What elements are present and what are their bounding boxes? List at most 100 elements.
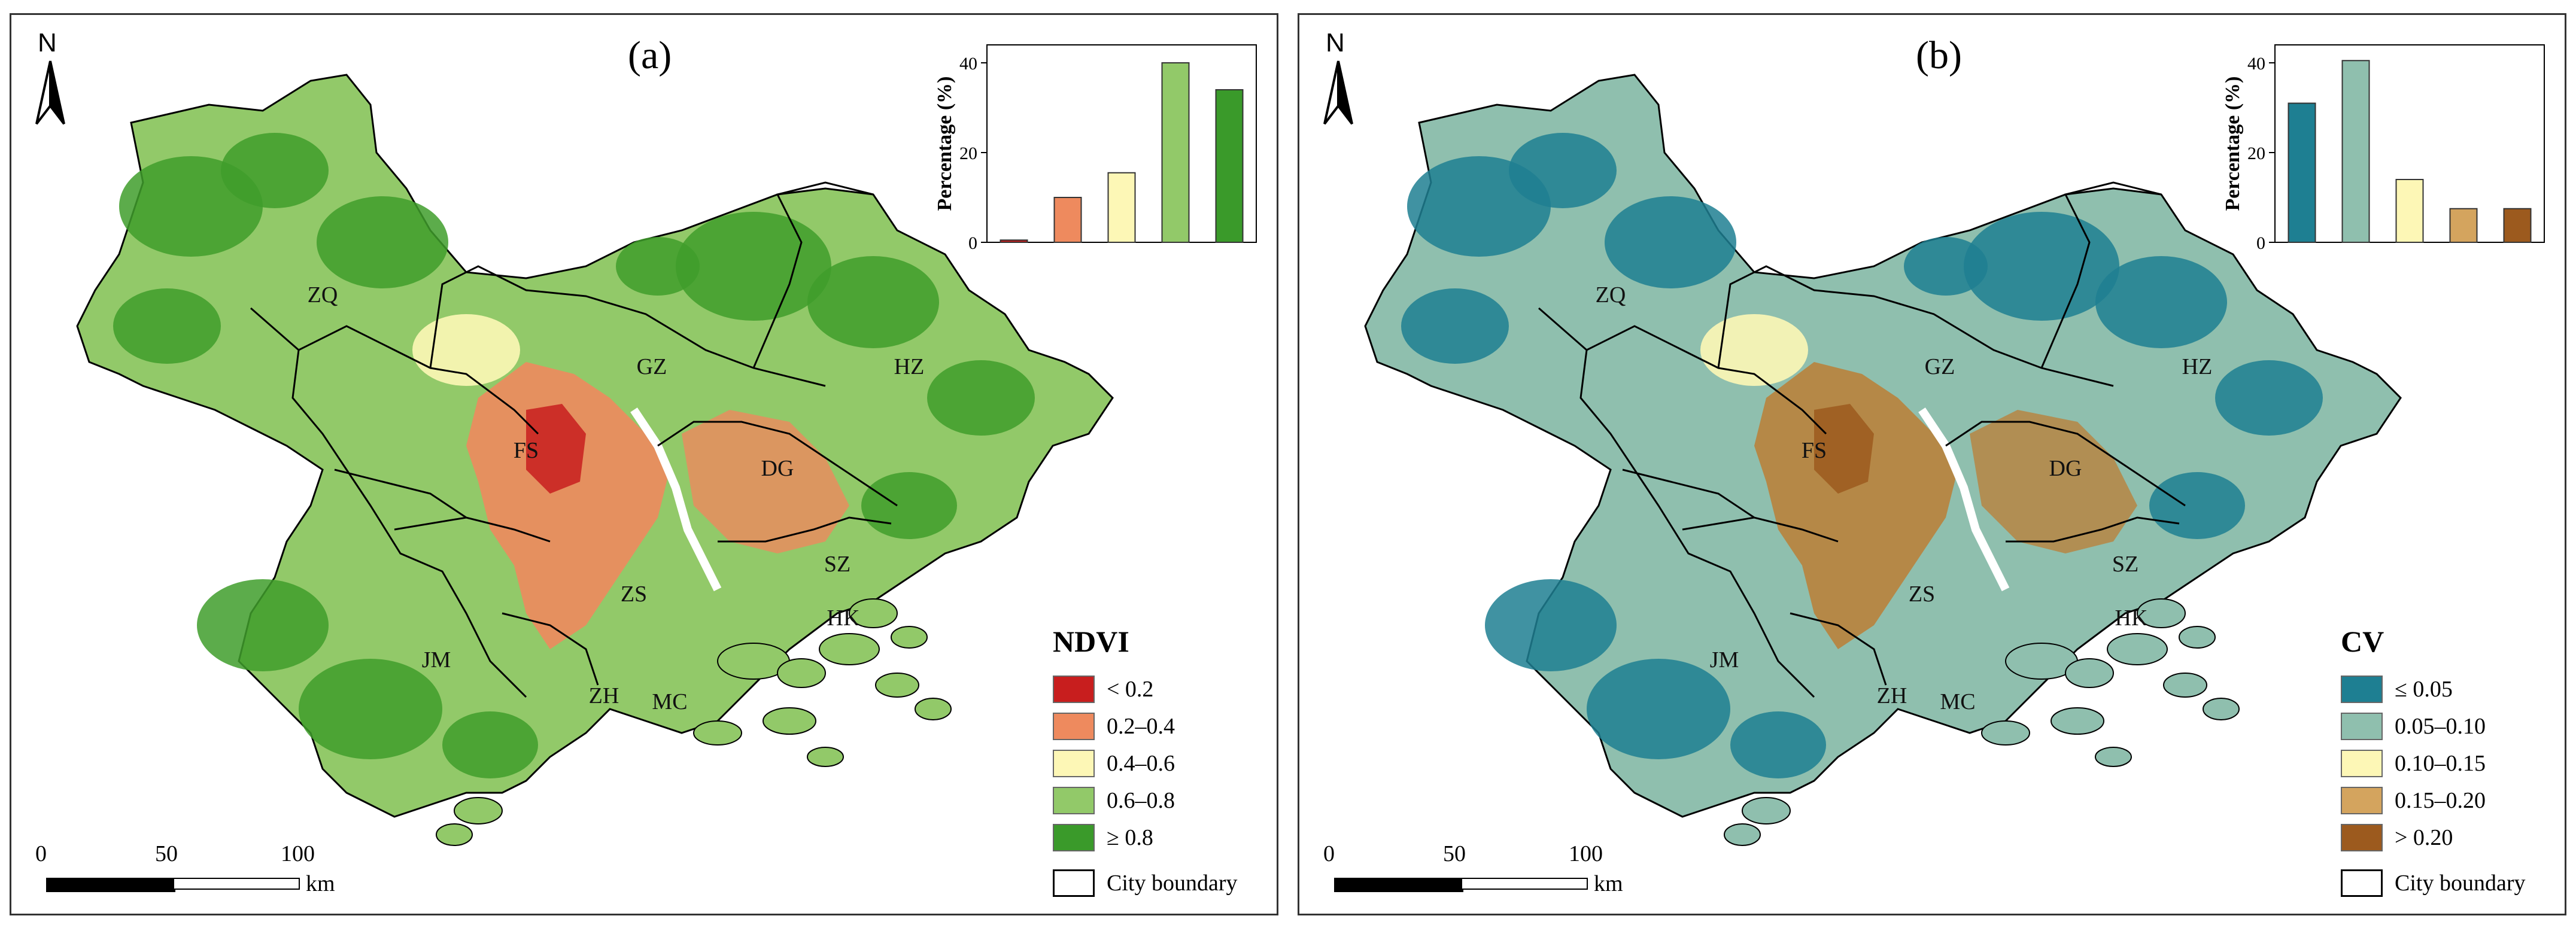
north-label: N xyxy=(1326,28,1345,57)
inset-bar-chart-b: Percentage (%) 0 20 40 xyxy=(2221,33,2556,260)
island xyxy=(819,633,880,665)
island xyxy=(915,698,952,720)
city-label-zq: ZQ xyxy=(308,282,338,308)
scale-tick: 50 xyxy=(1443,841,1466,866)
pearl-river-estuary xyxy=(630,407,722,592)
vegetation-patch xyxy=(1605,196,1736,288)
island xyxy=(1981,720,2030,746)
island xyxy=(693,720,742,746)
boundary-swatch xyxy=(1053,869,1095,897)
city-label-hk: HK xyxy=(827,606,860,631)
legend-item: > 0.20 xyxy=(2341,819,2556,856)
legend-swatch xyxy=(1053,787,1095,814)
scale-tick: 0 xyxy=(1323,841,1335,866)
legend-label: 0.05–0.10 xyxy=(2395,714,2486,739)
legend-item: 0.2–0.4 xyxy=(1053,708,1268,745)
vegetation-patch xyxy=(1509,133,1617,208)
legend-item: 0.15–0.20 xyxy=(2341,782,2556,819)
legend-title: NDVI xyxy=(1053,625,1129,658)
island xyxy=(807,747,844,767)
scale-segment-black xyxy=(1334,878,1463,892)
city-label-jm: JM xyxy=(422,647,451,673)
legend-swatch xyxy=(1053,824,1095,851)
legend-a: NDVI < 0.2 0.2–0.4 0.4–0.6 0.6–0.8 ≥ 0.8 Cit… xyxy=(1053,624,1268,902)
vegetation-patch xyxy=(197,579,329,671)
city-label-zq: ZQ xyxy=(1596,282,1626,308)
north-arrow-icon: N xyxy=(1317,28,1359,130)
city-label-hk: HK xyxy=(2115,606,2148,631)
city-label-gz: GZ xyxy=(1925,354,1955,379)
legend-label: 0.10–0.15 xyxy=(2395,751,2486,776)
legend-swatch xyxy=(2341,713,2383,740)
legend-label: 0.4–0.6 xyxy=(1107,751,1175,776)
scale-tick: 50 xyxy=(155,841,178,866)
legend-item: 0.4–0.6 xyxy=(1053,745,1268,782)
legend-label: 0.15–0.20 xyxy=(2395,788,2486,813)
scale-segment-white xyxy=(1461,878,1588,890)
bar-4 xyxy=(1161,62,1190,243)
cv-map: ZQ GZ HZ FS DG SZ ZS HK JM ZH MC xyxy=(1364,74,2402,846)
map-panel-a: (a) N ZQ GZ HZ FS DG SZ ZS HK JM ZH MC Percentage … xyxy=(10,13,1278,915)
city-label-dg: DG xyxy=(2049,456,2082,481)
legend-label: < 0.2 xyxy=(1107,677,1154,702)
city-label-gz: GZ xyxy=(637,354,667,379)
scale-segment-black xyxy=(46,878,175,892)
city-label-sz: SZ xyxy=(824,552,850,577)
city-label-jm: JM xyxy=(1710,647,1739,673)
legend-city-boundary: City boundary xyxy=(1053,865,1268,902)
map-panel-b: (b) N ZQ GZ HZ FS DG SZ ZS HK JM ZH MC Percentage … xyxy=(1298,13,2566,915)
bar-5 xyxy=(1215,89,1244,243)
city-label-fs: FS xyxy=(1802,438,1827,463)
legend-swatch xyxy=(1053,713,1095,740)
vegetation-patch xyxy=(861,472,957,539)
island xyxy=(436,823,473,846)
legend-label: ≥ 0.8 xyxy=(1107,825,1153,850)
y-tick-label: 40 xyxy=(959,54,977,74)
legend-item: ≤ 0.05 xyxy=(2341,671,2556,708)
scale-tick: 0 xyxy=(35,841,47,866)
y-axis-label: Percentage (%) xyxy=(2222,77,2244,211)
legend-item: 0.6–0.8 xyxy=(1053,782,1268,819)
island xyxy=(1742,797,1791,824)
city-label-zs: ZS xyxy=(1909,582,1935,607)
legend-swatch xyxy=(2341,676,2383,703)
island xyxy=(849,598,898,628)
legend-label: ≤ 0.05 xyxy=(2395,677,2453,702)
vegetation-patch xyxy=(113,288,221,364)
bar-3 xyxy=(2395,179,2424,243)
city-label-zs: ZS xyxy=(621,582,647,607)
legend-label: City boundary xyxy=(1107,871,1238,896)
scale-bar: 0 50 100 km xyxy=(1323,841,1635,906)
vegetation-patch xyxy=(2095,256,2227,348)
region-fill xyxy=(76,74,1114,846)
island xyxy=(2051,707,2104,735)
y-tick-label: 20 xyxy=(2247,144,2265,163)
city-label-mc: MC xyxy=(652,689,687,714)
island xyxy=(2107,633,2168,665)
bar-4 xyxy=(2449,208,2478,243)
legend-swatch xyxy=(2341,750,2383,777)
legend-label: 0.6–0.8 xyxy=(1107,788,1175,813)
bar-5 xyxy=(2503,208,2532,243)
legend-item: 0.10–0.15 xyxy=(2341,745,2556,782)
urban-area xyxy=(466,362,670,649)
north-arrow-icon: N xyxy=(29,28,71,130)
vegetation-patch xyxy=(2215,360,2323,436)
scale-tick: 100 xyxy=(1569,841,1603,866)
vegetation-patch xyxy=(616,237,700,296)
vegetation-patch xyxy=(1485,579,1617,671)
vegetation-patch xyxy=(221,133,329,208)
island xyxy=(763,707,816,735)
legend-label: > 0.20 xyxy=(2395,825,2453,850)
vegetation-patch xyxy=(927,360,1035,436)
island xyxy=(2203,698,2240,720)
vegetation-patch xyxy=(2149,472,2245,539)
island xyxy=(454,797,503,824)
y-tick-label: 0 xyxy=(968,233,977,253)
city-boundaries xyxy=(250,181,898,698)
vegetation-patch xyxy=(1587,659,1730,759)
vegetation-patch xyxy=(807,256,939,348)
bar-1 xyxy=(2288,102,2316,243)
legend-item: < 0.2 xyxy=(1053,671,1268,708)
legend-item: ≥ 0.8 xyxy=(1053,819,1268,856)
